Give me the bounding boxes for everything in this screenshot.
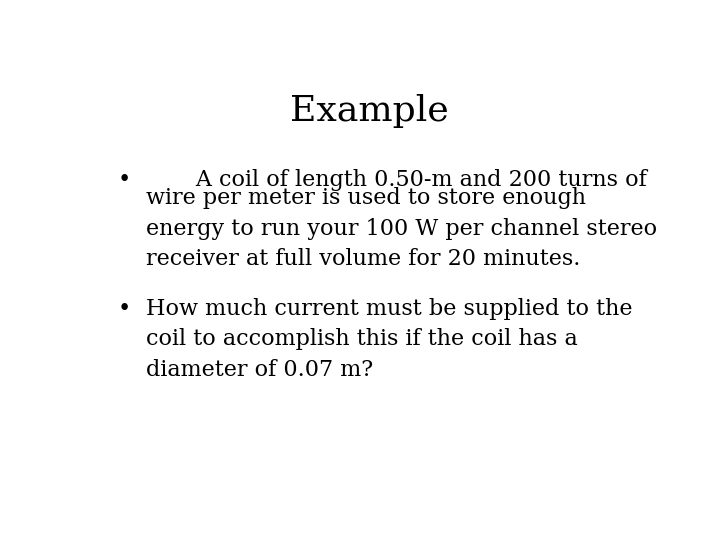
Text: A coil of length 0.50-m and 200 turns of: A coil of length 0.50-m and 200 turns of <box>145 168 647 191</box>
Text: •: • <box>118 298 131 320</box>
Text: How much current must be supplied to the
coil to accomplish this if the coil has: How much current must be supplied to the… <box>145 298 632 381</box>
Text: Example: Example <box>289 94 449 128</box>
Text: wire per meter is used to store enough
energy to run your 100 W per channel ster: wire per meter is used to store enough e… <box>145 187 657 270</box>
Text: •: • <box>118 168 131 191</box>
